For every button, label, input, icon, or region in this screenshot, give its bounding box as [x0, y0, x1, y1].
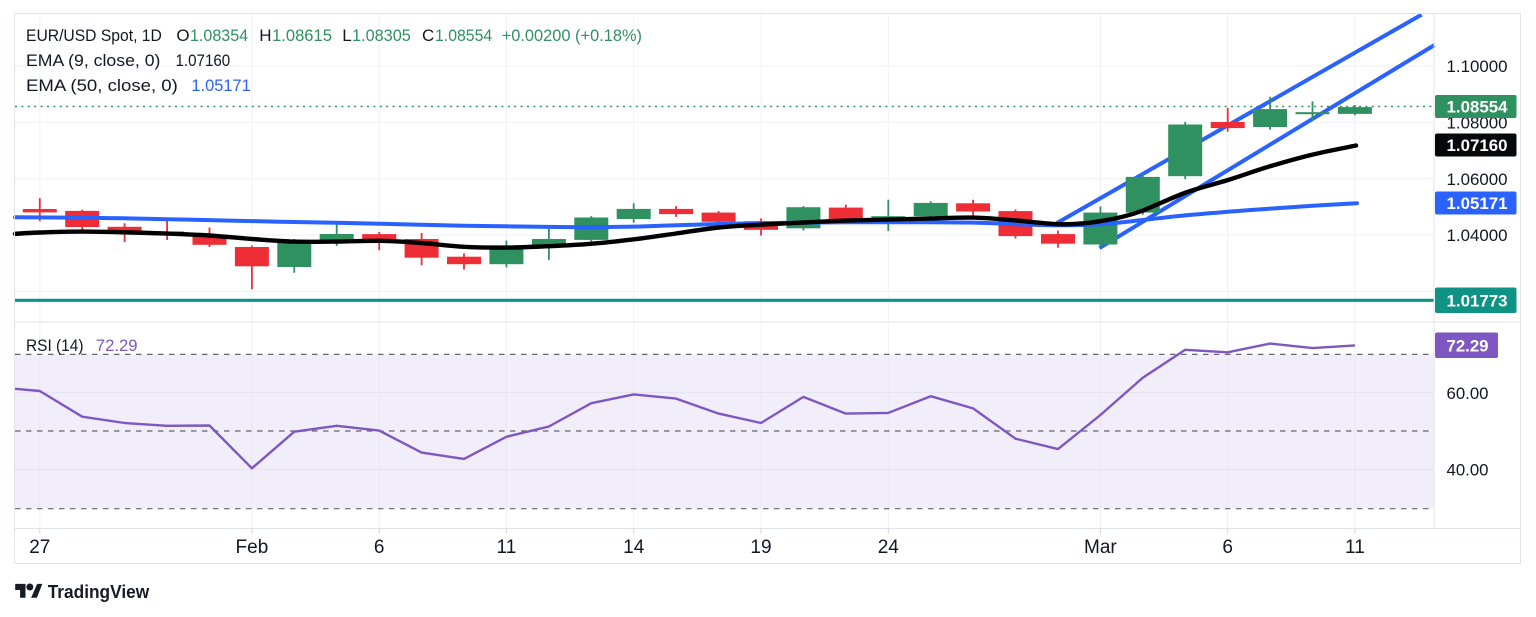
svg-text:72.29: 72.29 [1447, 337, 1489, 356]
svg-text:1.07160: 1.07160 [176, 51, 231, 70]
svg-text:1.04000: 1.04000 [1447, 226, 1508, 245]
svg-text:14: 14 [623, 537, 645, 558]
svg-text:O: O [176, 26, 189, 45]
svg-text:Feb: Feb [236, 537, 269, 558]
svg-text:EMA (50, close, 0): EMA (50, close, 0) [26, 76, 178, 95]
svg-text:1.07160: 1.07160 [1447, 136, 1508, 155]
svg-text:EUR/USD Spot, 1D: EUR/USD Spot, 1D [26, 26, 162, 45]
svg-text:1.08000: 1.08000 [1447, 114, 1508, 133]
svg-text:72.29: 72.29 [96, 336, 138, 355]
svg-text:1.08354: 1.08354 [190, 26, 248, 45]
svg-text:11: 11 [1345, 537, 1365, 558]
svg-text:27: 27 [29, 537, 50, 558]
svg-text:11: 11 [497, 537, 517, 558]
svg-text:1.05171: 1.05171 [191, 76, 250, 95]
svg-text:1.08305: 1.08305 [352, 26, 411, 45]
svg-text:1.05171: 1.05171 [1447, 194, 1508, 213]
svg-text:Mar: Mar [1084, 537, 1117, 558]
svg-text:H: H [259, 26, 271, 45]
svg-text:+0.00200 (+0.18%): +0.00200 (+0.18%) [502, 26, 642, 45]
svg-text:RSI (14): RSI (14) [26, 336, 84, 355]
svg-text:6: 6 [1222, 537, 1233, 558]
svg-text:1.08615: 1.08615 [272, 26, 332, 45]
svg-text:1.08554: 1.08554 [1447, 98, 1509, 117]
svg-text:TradingView: TradingView [48, 582, 150, 602]
svg-text:24: 24 [878, 537, 900, 558]
svg-text:6: 6 [374, 537, 385, 558]
svg-text:1.06000: 1.06000 [1447, 170, 1508, 189]
svg-text:C: C [422, 26, 434, 45]
svg-text:1.08554: 1.08554 [435, 26, 492, 45]
svg-text:40.00: 40.00 [1447, 461, 1489, 480]
svg-text:60.00: 60.00 [1447, 384, 1489, 403]
svg-text:1.10000: 1.10000 [1447, 57, 1508, 76]
svg-text:19: 19 [750, 537, 771, 558]
svg-text:L: L [342, 26, 351, 45]
svg-text:EMA (9, close, 0): EMA (9, close, 0) [26, 51, 160, 70]
svg-text:1.01773: 1.01773 [1447, 292, 1508, 311]
